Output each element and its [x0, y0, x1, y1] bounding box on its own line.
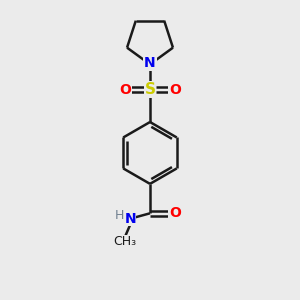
Text: CH₃: CH₃	[113, 235, 136, 248]
Text: N: N	[144, 56, 156, 70]
Text: S: S	[145, 82, 155, 97]
Text: N: N	[124, 212, 136, 226]
Text: H: H	[115, 209, 124, 222]
Text: O: O	[169, 82, 181, 97]
Text: O: O	[119, 82, 131, 97]
Text: O: O	[169, 206, 181, 220]
